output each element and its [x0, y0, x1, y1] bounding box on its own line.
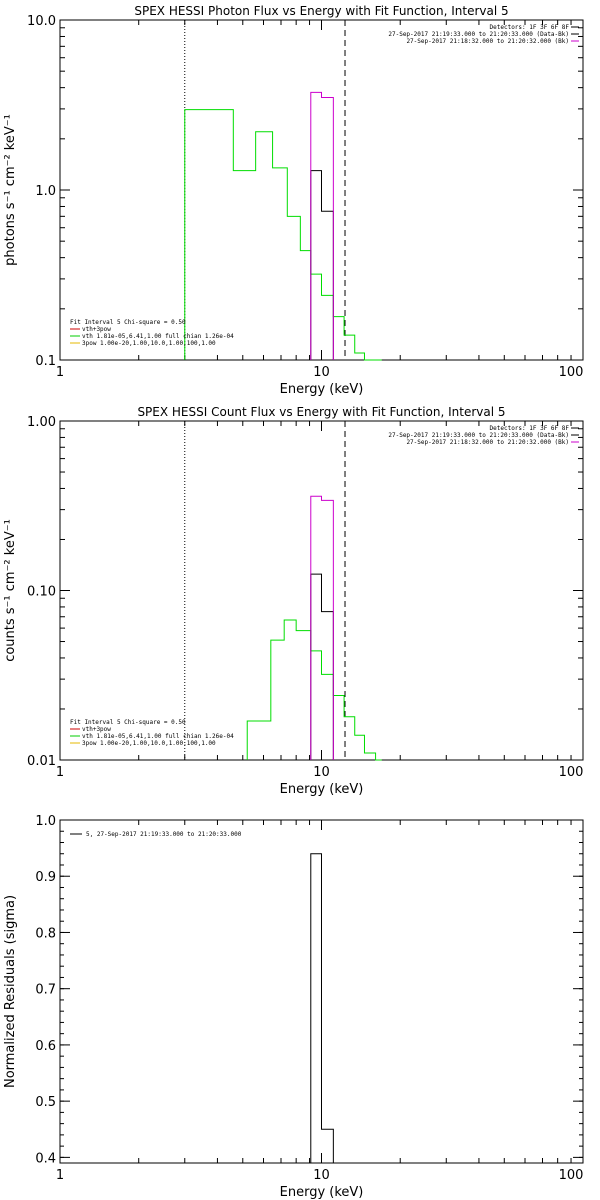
chart-panel-2: SPEX HESSI Count Flux vs Energy with Fit…	[3, 405, 584, 797]
x-tick-label: 100	[559, 765, 584, 780]
y-tick-label: 1.00	[27, 415, 56, 430]
y-tick-label: 1.0	[35, 184, 56, 199]
x-tick-label: 100	[559, 1168, 584, 1183]
x-axis-label: Energy (keV)	[280, 1185, 364, 1200]
series-3-step-line	[310, 495, 334, 760]
series-1-step-line	[246, 619, 382, 761]
legend-entry-top-right: 27-Sep-2017 21:19:33.000 to 21:20:33.000…	[388, 432, 569, 439]
y-axis-label: counts s⁻¹ cm⁻² keV⁻¹	[3, 519, 18, 662]
legend-entry-bottom-left: vth 1.81e-05,6.41,1.00 full chian 1.26e-…	[82, 333, 234, 340]
y-tick-label: 0.10	[27, 585, 56, 600]
legend-entry-bottom-left: Fit Interval 5 Chi-square = 0.50	[70, 319, 186, 326]
legend-entry-top-right: 27-Sep-2017 21:19:33.000 to 21:20:33.000…	[388, 31, 569, 38]
x-tick-label: 1	[56, 765, 64, 780]
y-tick-label: 0.4	[35, 1151, 56, 1166]
x-tick-label: 100	[559, 365, 584, 380]
legend-entry-bottom-left: vth+3pow	[82, 726, 111, 733]
x-axis-label: Energy (keV)	[280, 782, 364, 797]
y-axis-label: photons s⁻¹ cm⁻² keV⁻¹	[3, 114, 18, 266]
chart-title: SPEX HESSI Photon Flux vs Energy with Fi…	[134, 4, 508, 18]
x-tick-label: 1	[56, 1168, 64, 1183]
series-1-step-line	[310, 853, 334, 1163]
legend-entry-bottom-left: Fit Interval 5 Chi-square = 0.50	[70, 719, 186, 726]
legend-entry-top-right: 27-Sep-2017 21:18:32.000 to 21:20:32.000…	[406, 439, 569, 446]
y-tick-label: 0.8	[35, 926, 56, 941]
legend-entry-bottom-left: 3pow 1.00e-20,1.00,10.0,1.00,100,1.00	[82, 340, 216, 347]
x-tick-label: 1	[56, 365, 64, 380]
y-axis-label: Normalized Residuals (sigma)	[3, 895, 18, 1088]
x-axis-label: Energy (keV)	[280, 382, 364, 397]
y-tick-label: 0.01	[27, 754, 56, 769]
series-3-step-line	[310, 91, 334, 360]
series-1-step-line	[184, 109, 382, 361]
chart-title: SPEX HESSI Count Flux vs Energy with Fit…	[137, 405, 505, 419]
x-tick-label: 10	[313, 365, 330, 380]
y-tick-label: 1.0	[35, 814, 56, 829]
legend-entry-bottom-left: vth 1.81e-05,6.41,1.00 full chian 1.26e-…	[82, 733, 234, 740]
series-2-step-line	[310, 170, 334, 360]
x-tick-label: 10	[313, 765, 330, 780]
chart-panel-1: SPEX HESSI Photon Flux vs Energy with Fi…	[3, 4, 584, 397]
y-tick-label: 0.6	[35, 1039, 56, 1054]
legend-entry-top-right: Detectors: 1F 3F 6F 8F	[490, 24, 570, 31]
legend-entry-bottom-left: 3pow 1.00e-20,1.00,10.0,1.00,100,1.00	[82, 740, 216, 747]
series-2-step-line	[310, 573, 334, 760]
legend-entry-top-left: 5, 27-Sep-2017 21:19:33.000 to 21:20:33.…	[86, 831, 242, 838]
chart-panel-3: 1 10 100 0.4 0.5 0.6 0.7 0.8 0.9 1.0 Energy (keV) N…	[3, 814, 584, 1200]
y-tick-label: 10.0	[27, 14, 56, 29]
y-tick-label: 0.1	[35, 354, 56, 369]
y-tick-label: 0.7	[35, 983, 56, 998]
y-tick-label: 0.9	[35, 870, 56, 885]
x-tick-label: 10	[313, 1168, 330, 1183]
legend-entry-top-right: 27-Sep-2017 21:18:32.000 to 21:20:32.000…	[406, 38, 569, 45]
legend-entry-top-right: Detectors: 1F 3F 6F 8F	[490, 425, 570, 432]
legend-entry-bottom-left: vth+3pow	[82, 326, 111, 333]
y-tick-label: 0.5	[35, 1095, 56, 1110]
